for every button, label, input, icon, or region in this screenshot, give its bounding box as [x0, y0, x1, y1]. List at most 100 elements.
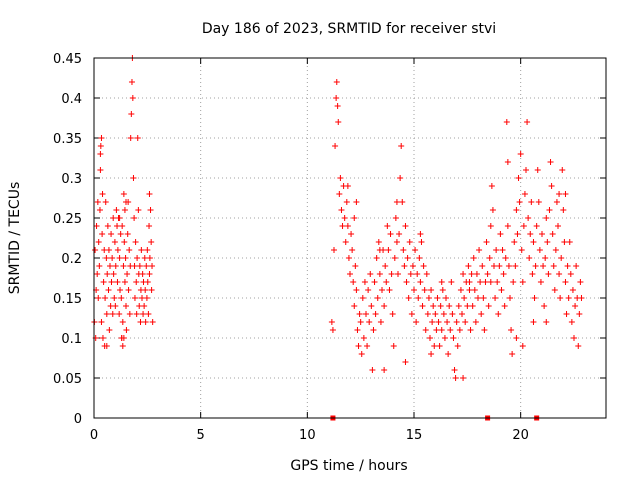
data-point	[466, 279, 473, 285]
data-point	[393, 239, 400, 245]
data-point	[335, 119, 342, 125]
y-tick-label: 0.15	[53, 292, 82, 307]
data-point	[516, 199, 523, 205]
data-point	[495, 311, 502, 317]
data-point	[428, 351, 435, 357]
data-point	[144, 247, 151, 253]
plot-frame	[93, 57, 607, 419]
data-point	[99, 191, 106, 197]
x-axis: 0 5 10 15 20	[90, 58, 529, 443]
data-point	[102, 199, 109, 205]
data-point	[447, 327, 454, 333]
data-point	[413, 319, 420, 325]
data-point	[457, 287, 464, 293]
x-tick-label: 15	[406, 428, 423, 443]
data-point	[449, 311, 456, 317]
data-point	[130, 175, 137, 181]
data-point	[339, 223, 346, 229]
data-point	[530, 319, 537, 325]
data-point	[560, 207, 567, 213]
data-point	[110, 271, 117, 277]
data-point	[487, 279, 494, 285]
data-point	[550, 263, 557, 269]
data-point	[333, 95, 340, 101]
data-point	[402, 223, 409, 229]
data-point	[373, 255, 380, 261]
data-point	[342, 239, 349, 245]
data-point	[108, 279, 115, 285]
data-point	[499, 247, 506, 253]
data-point	[349, 247, 356, 253]
data-point	[466, 287, 473, 293]
data-point	[145, 311, 152, 317]
data-point	[344, 183, 351, 189]
data-point	[405, 295, 412, 301]
data-point	[375, 239, 382, 245]
data-point	[519, 279, 526, 285]
data-point	[118, 295, 125, 301]
data-point	[417, 231, 424, 237]
data-point	[393, 199, 400, 205]
data-point	[143, 263, 150, 269]
data-point	[387, 231, 394, 237]
data-point	[444, 319, 451, 325]
data-point	[146, 255, 153, 261]
data-point	[417, 279, 424, 285]
data-point	[517, 151, 524, 157]
data-point	[462, 319, 469, 325]
data-point	[371, 279, 378, 285]
data-point	[537, 279, 544, 285]
data-point	[475, 295, 481, 301]
data-point	[93, 223, 100, 229]
data-point	[103, 343, 110, 349]
data-point	[131, 215, 138, 221]
data-point	[559, 167, 566, 173]
data-point	[534, 167, 541, 173]
data-point	[441, 335, 448, 341]
data-point	[121, 279, 128, 285]
data-point	[148, 287, 155, 293]
data-point	[146, 223, 153, 229]
data-point	[568, 319, 575, 325]
data-point	[562, 279, 569, 285]
data-point	[108, 231, 115, 237]
data-point	[352, 263, 359, 269]
data-point	[460, 271, 467, 277]
data-point	[128, 111, 135, 117]
data-point	[436, 343, 443, 349]
data-point	[438, 327, 445, 333]
data-point	[555, 223, 561, 229]
data-point	[353, 199, 360, 205]
data-point	[98, 319, 105, 325]
data-point	[412, 247, 419, 253]
data-point	[460, 375, 467, 381]
data-point	[334, 103, 341, 109]
data-point	[453, 319, 460, 325]
data-point	[368, 303, 375, 309]
data-point	[470, 255, 477, 261]
data-point	[456, 327, 463, 333]
data-point	[126, 311, 133, 317]
data-point	[105, 247, 112, 253]
y-tick-label: 0.05	[53, 372, 82, 387]
data-point	[527, 231, 534, 237]
data-point	[370, 327, 377, 333]
data-point	[549, 231, 556, 237]
data-point	[422, 327, 429, 333]
data-point	[575, 343, 582, 349]
data-point	[140, 311, 147, 317]
data-point	[553, 199, 560, 205]
data-point	[137, 319, 144, 325]
data-point	[123, 199, 129, 205]
data-point	[128, 79, 135, 85]
data-point	[99, 335, 106, 341]
data-point	[390, 343, 397, 349]
data-point	[533, 223, 540, 229]
data-point	[518, 247, 525, 253]
data-point	[498, 287, 505, 293]
data-point	[329, 327, 336, 333]
data-point	[95, 239, 102, 245]
data-point	[348, 231, 355, 237]
data-point	[524, 119, 531, 125]
data-point	[507, 295, 513, 301]
